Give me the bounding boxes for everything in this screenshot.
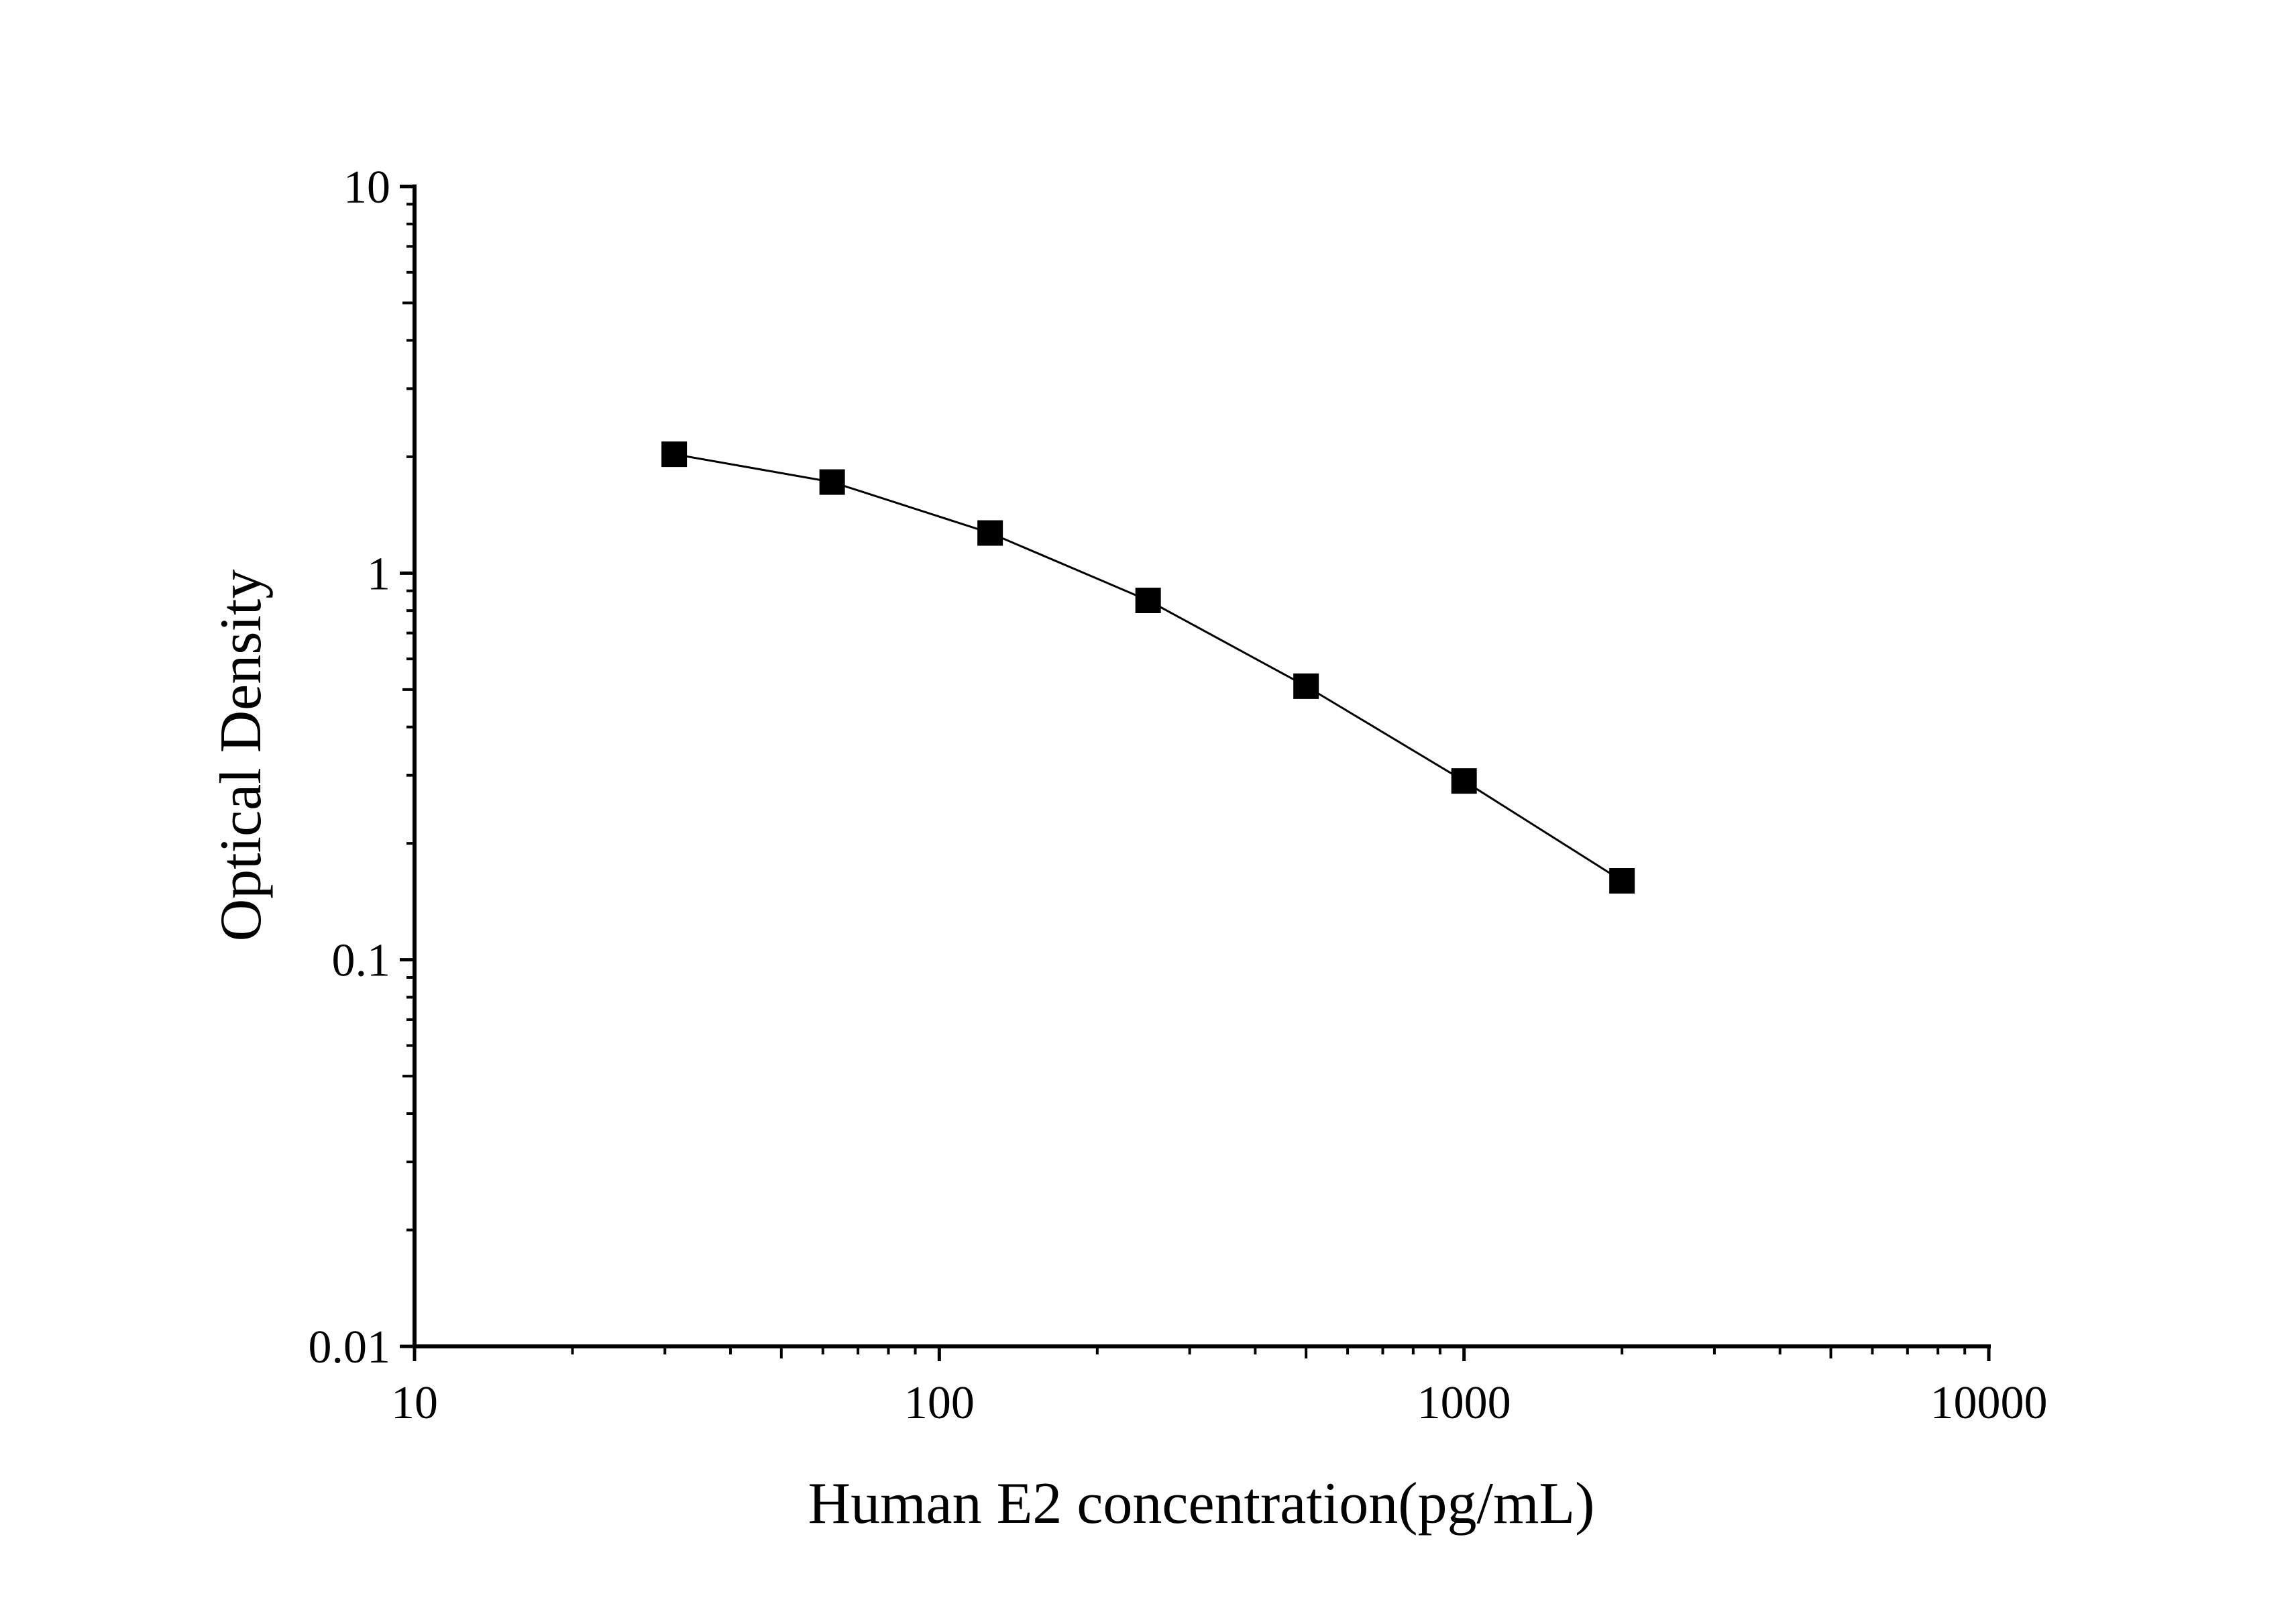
data-point-marker — [1293, 673, 1319, 699]
x-tick-label: 100 — [904, 1377, 975, 1429]
y-tick-label: 1 — [367, 548, 390, 600]
x-tick-label: 10000 — [1930, 1377, 2048, 1429]
data-point-marker — [1609, 868, 1635, 894]
data-point-marker — [819, 469, 845, 495]
data-point-marker — [1451, 768, 1477, 794]
data-point-marker — [1135, 588, 1161, 614]
y-tick-label: 0.01 — [309, 1322, 391, 1373]
y-tick-label: 0.1 — [332, 935, 391, 987]
y-tick-labels: 0.01 0.1 1 10 — [309, 162, 391, 1373]
data-point-marker — [661, 441, 688, 468]
x-tick-labels: 10 100 1000 10000 — [391, 1377, 2048, 1429]
y-tick-label: 10 — [343, 162, 390, 213]
data-point-marker — [977, 520, 1003, 546]
x-axis-title: Human E2 concentration(pg/mL) — [808, 1471, 1595, 1536]
x-tick-label: 10 — [391, 1377, 438, 1429]
y-axis-title: Optical Density — [209, 570, 274, 942]
major-ticks — [400, 184, 1991, 1361]
x-tick-label: 1000 — [1417, 1377, 1511, 1429]
data-markers — [661, 441, 1635, 894]
